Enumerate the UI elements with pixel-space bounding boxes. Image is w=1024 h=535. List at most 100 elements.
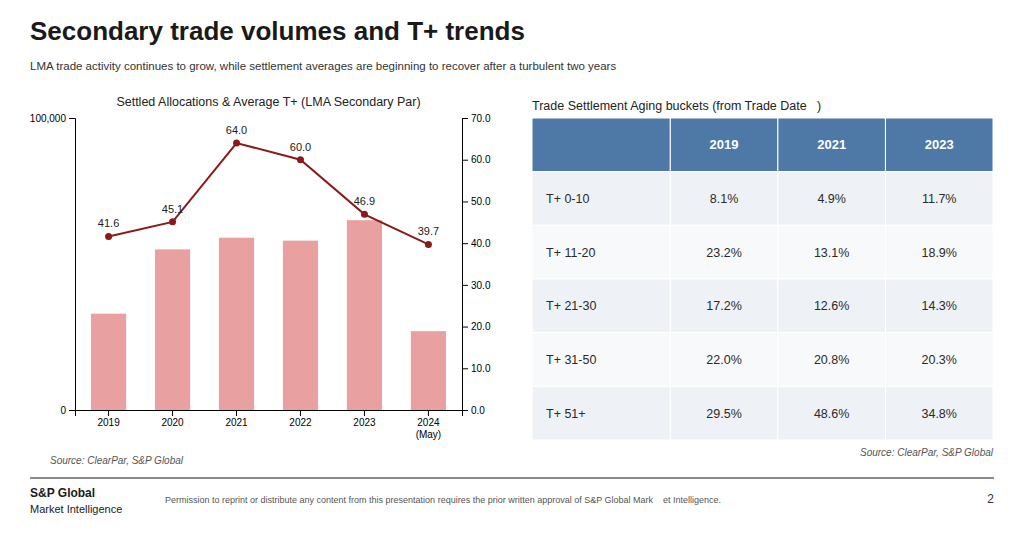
line — [109, 143, 429, 244]
bar — [155, 249, 190, 410]
tick-label: 2020 — [161, 417, 184, 428]
axis-line — [76, 411, 463, 417]
table-cell-label: 48.6% — [814, 407, 849, 421]
tick: 2020 — [161, 410, 184, 428]
tick-label: 60.0 — [471, 154, 491, 165]
table-title: Trade Settlement Aging buckets (from Tra… — [532, 99, 821, 113]
table-cell-label: 14.3% — [921, 299, 956, 313]
footer-divider — [30, 477, 994, 479]
table-cell — [670, 172, 778, 226]
table-cell-label: 12.6% — [814, 299, 849, 313]
tick-label-line: 2023 — [353, 417, 376, 428]
data-label: 39.7 — [418, 225, 439, 237]
tick-mark — [462, 118, 468, 119]
table-header-label: 2019 — [710, 137, 739, 152]
table-cell — [778, 172, 886, 226]
tick-label: 50.0 — [471, 196, 491, 207]
tick-label: 100,000 — [30, 113, 67, 124]
table-cell — [670, 386, 778, 440]
tick-mark — [69, 118, 75, 119]
tick: 2023 — [353, 410, 376, 428]
tick: 10.0 — [462, 363, 491, 374]
table-cell — [670, 279, 778, 333]
tick-label: 2019 — [97, 417, 120, 428]
tick-label-line: 2020 — [161, 417, 184, 428]
combo-chart: Settled Allocations & Average T+ (LMA Se… — [30, 95, 491, 466]
tick-label: 70.0 — [471, 113, 491, 124]
bar — [91, 314, 126, 410]
tick: 30.0 — [462, 280, 491, 291]
table-cell — [778, 279, 886, 333]
data-label: 60.0 — [290, 141, 311, 153]
table-cell-label: 11.7% — [922, 192, 957, 206]
tick-mark — [462, 327, 468, 328]
tick-mark — [428, 410, 429, 416]
tick: 40.0 — [462, 238, 491, 249]
tick-mark — [108, 410, 109, 416]
tick: 60.0 — [462, 154, 491, 165]
chart-title: Settled Allocations & Average T+ (LMA Se… — [116, 95, 420, 109]
table-cell — [885, 279, 993, 333]
data-label: 45.1 — [162, 203, 183, 215]
tick-label: 2024(May) — [416, 417, 442, 440]
table: Trade Settlement Aging buckets (from Tra… — [532, 99, 994, 458]
footer-brand: S&P Global — [30, 486, 95, 500]
marker — [169, 218, 176, 225]
table-cell-label: 8.1% — [710, 192, 739, 206]
tick-label: 2022 — [289, 417, 312, 428]
axis-line — [69, 119, 76, 411]
tick-mark — [236, 410, 237, 416]
tick-label: 30.0 — [471, 280, 491, 291]
table-cell-label: 18.9% — [921, 246, 956, 260]
table-row-label-cell — [532, 225, 670, 279]
table-cell-label: 20.8% — [814, 353, 849, 367]
tick-mark — [172, 410, 173, 416]
tick-label-line: 2022 — [289, 417, 312, 428]
tick: 2022 — [289, 410, 312, 428]
table-header-label: 2023 — [925, 137, 954, 152]
bar — [219, 238, 254, 410]
table-cell — [778, 386, 886, 440]
bar — [347, 220, 382, 410]
tick-label-line: (May) — [416, 429, 442, 440]
page-subtitle: LMA trade activity continues to grow, wh… — [30, 60, 616, 72]
table-cell — [885, 333, 993, 387]
y2-axis: 0.010.020.030.040.050.060.070.0 — [462, 113, 491, 416]
data-label: 64.0 — [226, 124, 247, 136]
table-cell-label: 34.8% — [921, 407, 956, 421]
tick-mark — [462, 160, 468, 161]
tick: 70.0 — [462, 113, 491, 124]
footer-page: 2 — [987, 492, 994, 506]
table-row-label: T+ 0-10 — [546, 192, 589, 206]
marker — [233, 140, 240, 147]
table-header-cell — [778, 118, 886, 172]
tick-label: 2023 — [353, 417, 376, 428]
table-cell — [778, 333, 886, 387]
table-header-cell — [670, 118, 778, 172]
tick-mark — [462, 243, 468, 244]
table-row-label: T+ 11-20 — [546, 246, 595, 260]
tick-mark — [364, 410, 365, 416]
tick-label: 0.0 — [471, 405, 485, 416]
tick: 2024(May) — [416, 410, 442, 440]
table-cell-label: 22.0% — [706, 353, 741, 367]
marker — [361, 211, 368, 218]
source-note: Source: ClearPar, S&P Global — [50, 455, 184, 466]
footer-brand-subtitle: Market Intelligence — [30, 503, 122, 515]
marker — [297, 156, 304, 163]
table-cell — [778, 225, 886, 279]
table-cell — [885, 172, 993, 226]
tick-label-line: 2024 — [417, 417, 440, 428]
source-note: Source: ClearPar, S&P Global — [860, 447, 994, 458]
tick: 2021 — [225, 410, 248, 428]
table-row-label-cell — [532, 333, 670, 387]
bar — [283, 241, 318, 410]
data-label: 46.9 — [354, 195, 375, 207]
footer: S&P GlobalMarket IntelligencePermission … — [30, 478, 994, 515]
tick: 2019 — [97, 410, 120, 428]
table-row-label: T+ 31-50 — [546, 353, 596, 367]
tick-mark — [462, 201, 468, 202]
axis-line — [463, 119, 469, 411]
table-cell — [670, 333, 778, 387]
tick-label: 2021 — [225, 417, 248, 428]
